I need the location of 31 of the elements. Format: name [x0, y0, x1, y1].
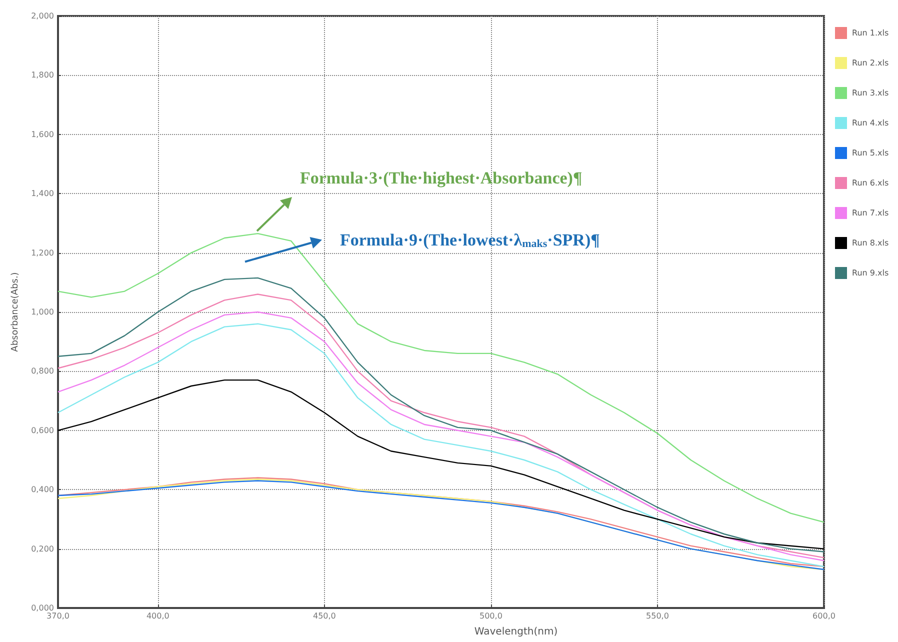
legend-label: Run 1.xls [852, 28, 889, 38]
line-series [57, 232, 825, 523]
x-tick-label: 450,0 [312, 612, 336, 620]
legend-label: Run 5.xls [852, 148, 889, 158]
y-tick-label: 1,000 [31, 308, 54, 316]
y-tick-label: 1,600 [31, 130, 54, 139]
y-axis-title: Absorbance(Abs.) [10, 272, 20, 352]
y-tick-label: 0,000 [31, 604, 54, 612]
x-tick-label: 370,0 [46, 612, 70, 620]
y-tick-label: 0,200 [31, 544, 54, 554]
x-tick-label: 400,0 [146, 612, 170, 620]
y-tick-label: 0,400 [31, 485, 54, 494]
legend-label: Run 6.xls [852, 178, 889, 188]
legend-label: Run 7.xls [852, 208, 889, 218]
line-series [57, 379, 825, 550]
x-tick-label: 600,0 [812, 612, 836, 620]
x-tick-label: 500,0 [480, 612, 502, 620]
legend-label: Run 2.xls [852, 58, 889, 68]
legend-label: Run 4.xls [852, 118, 889, 128]
y-tick-label: 0,600 [31, 426, 54, 435]
legend-label: Run 9.xls [852, 268, 889, 278]
x-tick-label: 550,0 [646, 612, 669, 620]
annotation: Formula·3·(The·highest·Absorbance)¶ [300, 168, 582, 188]
y-tick-label: 1,800 [31, 70, 54, 80]
y-tick-label: 1,200 [31, 248, 54, 258]
legend-label: Run 3.xls [852, 88, 889, 98]
y-tick-label: 1,400 [31, 189, 54, 198]
x-axis-title: Wavelength(nm) [474, 626, 558, 638]
y-tick-label: 2,000 [31, 12, 54, 20]
legend-label: Run 8.xls [852, 238, 889, 248]
y-tick-label: 0,800 [31, 366, 54, 376]
